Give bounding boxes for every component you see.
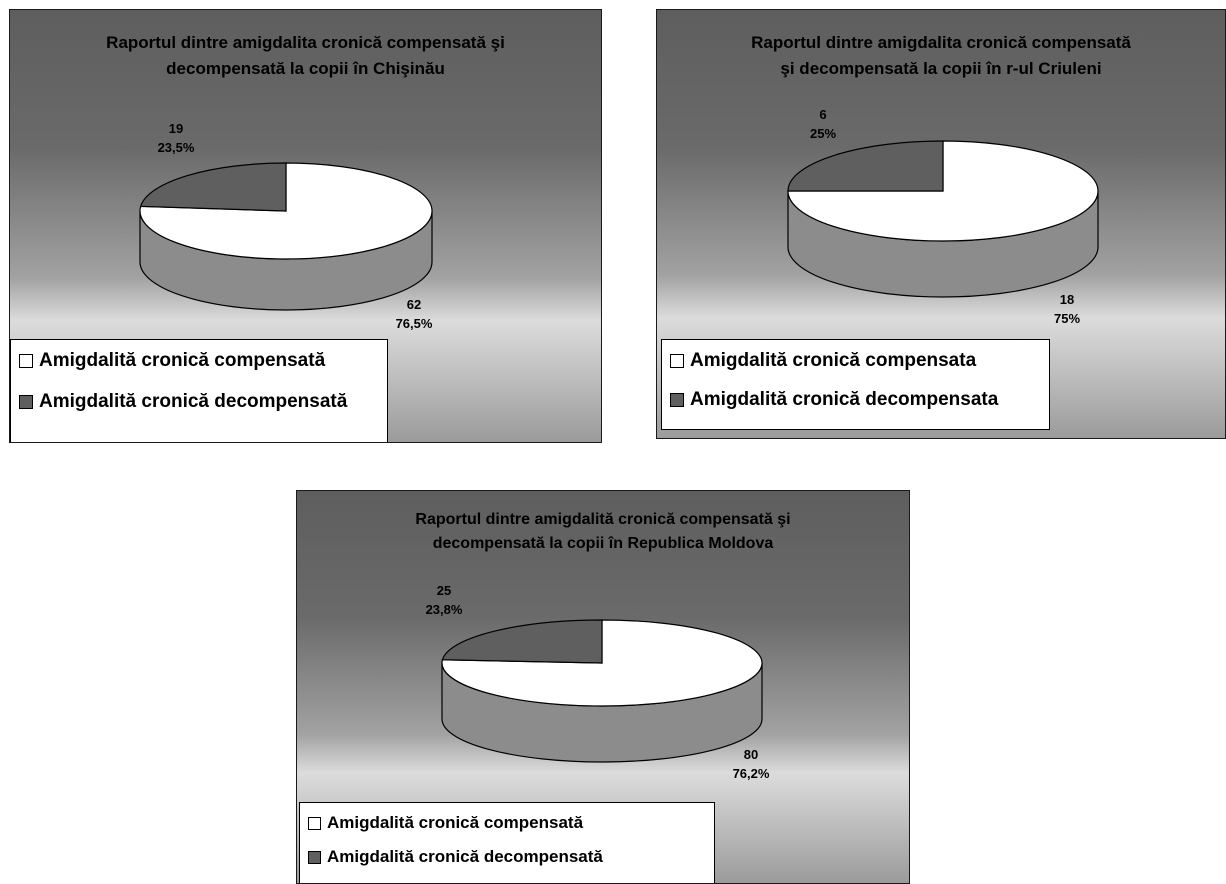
data-label-percent: 23,8%	[425, 601, 463, 617]
data-label: 62 76,5%	[396, 296, 433, 334]
legend-label: Amigdalită cronică compensată	[327, 813, 584, 832]
data-label-percent: 76,2%	[732, 765, 770, 781]
pie-slice-compensata	[787, 140, 1099, 242]
chart-title: Raportul dintre amigdalită cronică compe…	[415, 511, 791, 552]
legend-item-compensata: Amigdalită cronică compensata	[670, 350, 1041, 372]
data-label: 80 76,2%	[733, 746, 770, 784]
chart-panel-chisinau: Raportul dintre amigdalita cronică compe…	[9, 9, 602, 443]
legend-swatch-compensata	[308, 816, 321, 830]
legend-swatch-decompensata	[19, 395, 33, 409]
data-label-value: 6	[819, 107, 827, 122]
chart-title: Raportul dintre amigdalita cronică compe…	[751, 33, 1131, 78]
legend-item-compensata: Amigdalită cronică compensată	[19, 350, 379, 372]
data-label-value: 18	[1059, 292, 1075, 307]
data-label-percent: 23,5%	[157, 139, 195, 155]
legend-swatch-decompensata	[670, 393, 684, 407]
legend-item-decompensata: Amigdalită cronică decompensată	[308, 847, 706, 867]
data-label-value: 25	[436, 583, 452, 598]
legend-swatch-compensata	[19, 354, 33, 368]
legend-item-decompensata: Amigdalită cronică decompensata	[670, 389, 1041, 411]
chart-title: Raportul dintre amigdalita cronică compe…	[106, 33, 505, 78]
legend-label: Amigdalită cronică decompensată	[39, 391, 348, 412]
pie-slice-decompensata	[787, 140, 944, 192]
legend-label: Amigdalită cronică decompensata	[690, 389, 999, 410]
data-label-percent: 75%	[1053, 310, 1081, 326]
pie-chart	[787, 140, 1099, 298]
legend-label: Amigdalită cronică decompensată	[327, 847, 603, 866]
data-label-percent: 25%	[809, 125, 837, 141]
data-label: 25 23,8%	[426, 582, 463, 620]
legend-swatch-decompensata	[308, 850, 321, 864]
data-label-value: 80	[743, 747, 759, 762]
pie-chart	[441, 619, 763, 763]
legend-item-decompensata: Amigdalită cronică decompensată	[19, 391, 379, 413]
legend: Amigdalită cronică compensată Amigdalită…	[10, 339, 388, 442]
data-label-value: 62	[406, 297, 422, 312]
data-label-percent: 76,5%	[395, 315, 433, 331]
pie-slice-decompensata	[441, 619, 603, 664]
data-label: 18 75%	[1054, 291, 1080, 329]
chart-panel-criuleni: Raportul dintre amigdalita cronică compe…	[656, 9, 1226, 439]
legend: Amigdalită cronică compensata Amigdalită…	[661, 339, 1050, 430]
pie-chart	[139, 162, 433, 311]
legend-label: Amigdalită cronică compensata	[690, 350, 977, 371]
chart-panel-republica-moldova: Raportul dintre amigdalită cronică compe…	[296, 490, 910, 884]
legend-label: Amigdalită cronică compensată	[39, 350, 326, 371]
data-label-value: 19	[168, 121, 184, 136]
pie-slice-decompensata	[139, 162, 287, 212]
legend-item-compensata: Amigdalită cronică compensată	[308, 813, 706, 833]
legend-swatch-compensata	[670, 354, 684, 368]
data-label: 19 23,5%	[158, 120, 195, 158]
data-label: 6 25%	[810, 106, 836, 144]
legend: Amigdalită cronică compensată Amigdalită…	[299, 802, 715, 883]
